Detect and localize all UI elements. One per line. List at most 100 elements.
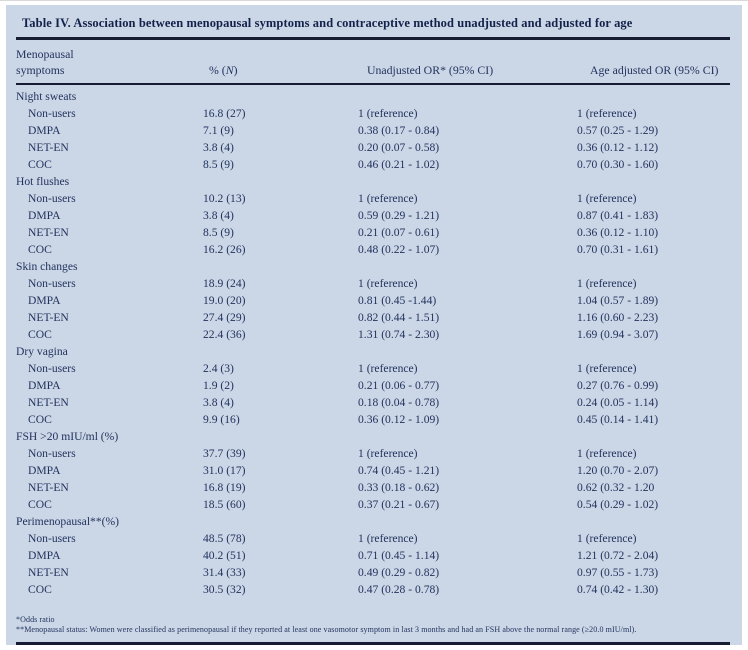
cell-age-adjusted-or: 1 (reference) bbox=[577, 107, 637, 120]
cell-pct-n: 8.5 (9) bbox=[203, 226, 234, 239]
cell-age-adjusted-or: 1.04 (0.57 - 1.89) bbox=[577, 294, 659, 307]
cell-age-adjusted-or: 1 (reference) bbox=[577, 277, 637, 290]
cell-unadjusted-or: 0.71 (0.45 - 1.14) bbox=[358, 549, 440, 562]
section-header-row: Hot flushes bbox=[16, 173, 730, 190]
cell-unadjusted-or: 0.46 (0.21 - 1.02) bbox=[358, 158, 440, 171]
cell-unadjusted-or: 1 (reference) bbox=[358, 447, 418, 460]
col-header-unadjusted-or: Unadjusted OR* (95% CI) bbox=[358, 40, 577, 85]
cell-method: Non-users bbox=[28, 532, 76, 545]
cell-unadjusted-or: 1 (reference) bbox=[358, 362, 418, 375]
cell-age-adjusted-or: 0.87 (0.41 - 1.83) bbox=[577, 209, 659, 222]
table-row: NET-EN 31.4 (33) 0.49 (0.29 - 0.82) 0.97 (0… bbox=[16, 564, 730, 581]
section-name: Perimenopausal**(%) bbox=[16, 515, 120, 528]
cell-pct-n: 16.8 (19) bbox=[203, 481, 246, 494]
cell-pct-n: 3.8 (4) bbox=[203, 209, 234, 222]
table-row: DMPA 19.0 (20) 0.81 (0.45 -1.44) 1.04 (0.57… bbox=[16, 292, 730, 309]
section-name: Hot flushes bbox=[16, 175, 70, 188]
cell-age-adjusted-or: 0.70 (0.31 - 1.61) bbox=[577, 243, 659, 256]
col-header-age-adjusted-or: Age adjusted OR (95% CI) bbox=[577, 40, 730, 85]
col-header-pct-n: % (N) bbox=[203, 40, 358, 85]
table-row: COC 9.9 (16) 0.36 (0.12 - 1.09) 0.45 (0.14 … bbox=[16, 411, 730, 428]
cell-pct-n: 8.5 (9) bbox=[203, 158, 234, 171]
cell-unadjusted-or: 0.59 (0.29 - 1.21) bbox=[358, 209, 440, 222]
cell-method: COC bbox=[28, 328, 52, 341]
table-row: NET-EN 3.8 (4) 0.20 (0.07 - 0.58) 0.36 (0.1… bbox=[16, 139, 730, 156]
cell-age-adjusted-or: 1.16 (0.60 - 2.23) bbox=[577, 311, 659, 324]
section-name: Night sweats bbox=[16, 90, 77, 103]
table-row: DMPA 1.9 (2) 0.21 (0.06 - 0.77) 0.27 (0.76 … bbox=[16, 377, 730, 394]
table-row: COC 30.5 (32) 0.47 (0.28 - 0.78) 0.74 (0.42… bbox=[16, 581, 730, 598]
cell-age-adjusted-or: 0.97 (0.55 - 1.73) bbox=[577, 566, 659, 579]
col-header-menopausal-symptoms: Menopausal symptoms bbox=[16, 40, 203, 85]
pct-n-italic: N bbox=[225, 63, 234, 77]
cell-pct-n: 2.4 (3) bbox=[203, 362, 234, 375]
cell-pct-n: 31.4 (33) bbox=[203, 566, 246, 579]
footnote-odds-ratio: *Odds ratio bbox=[16, 615, 55, 624]
table-row: Non-users 16.8 (27) 1 (reference) 1 (refere… bbox=[16, 105, 730, 122]
cell-unadjusted-or: 0.82 (0.44 - 1.51) bbox=[358, 311, 440, 324]
cell-unadjusted-or: 1 (reference) bbox=[358, 532, 418, 545]
table-row: Non-users 37.7 (39) 1 (reference) 1 (refere… bbox=[16, 445, 730, 462]
cell-age-adjusted-or: 0.27 (0.76 - 0.99) bbox=[577, 379, 659, 392]
table-body: Night sweats Non-users 16.8 (27) 1 (referen… bbox=[16, 84, 730, 598]
table-row: Non-users 18.9 (24) 1 (reference) 1 (refere… bbox=[16, 275, 730, 292]
cell-age-adjusted-or: 0.57 (0.25 - 1.29) bbox=[577, 124, 659, 137]
cell-pct-n: 27.4 (29) bbox=[203, 311, 246, 324]
cell-method: DMPA bbox=[28, 549, 61, 562]
section-name: Skin changes bbox=[16, 260, 78, 273]
cell-unadjusted-or: 0.33 (0.18 - 0.62) bbox=[358, 481, 440, 494]
cell-age-adjusted-or: 0.45 (0.14 - 1.41) bbox=[577, 413, 659, 426]
cell-age-adjusted-or: 1.20 (0.70 - 2.07) bbox=[577, 464, 659, 477]
cell-pct-n: 16.8 (27) bbox=[203, 107, 246, 120]
cell-unadjusted-or: 0.21 (0.07 - 0.61) bbox=[358, 226, 440, 239]
cell-age-adjusted-or: 0.36 (0.12 - 1.10) bbox=[577, 226, 659, 239]
table-row: COC 22.4 (36) 1.31 (0.74 - 2.30) 1.69 (0.94… bbox=[16, 326, 730, 343]
cell-method: Non-users bbox=[28, 192, 76, 205]
table-row: COC 18.5 (60) 0.37 (0.21 - 0.67) 0.54 (0.29… bbox=[16, 496, 730, 513]
cell-method: DMPA bbox=[28, 294, 61, 307]
cell-method: Non-users bbox=[28, 447, 76, 460]
section-header-row: Night sweats bbox=[16, 84, 730, 105]
cell-pct-n: 3.8 (4) bbox=[203, 396, 234, 409]
section-name: FSH >20 mIU/ml (%) bbox=[16, 430, 119, 443]
cell-age-adjusted-or: 0.62 (0.32 - 1.20 bbox=[577, 481, 655, 494]
cell-method: Non-users bbox=[28, 277, 76, 290]
cell-unadjusted-or: 0.49 (0.29 - 0.82) bbox=[358, 566, 440, 579]
table-row: COC 16.2 (26) 0.48 (0.22 - 1.07) 0.70 (0.31… bbox=[16, 241, 730, 258]
cell-pct-n: 48.5 (78) bbox=[203, 532, 246, 545]
cell-method: NET-EN bbox=[28, 566, 69, 579]
table-row: DMPA 40.2 (51) 0.71 (0.45 - 1.14) 1.21 (0.7… bbox=[16, 547, 730, 564]
cell-unadjusted-or: 1 (reference) bbox=[358, 192, 418, 205]
table-row: Non-users 2.4 (3) 1 (reference) 1 (referenc… bbox=[16, 360, 730, 377]
cell-pct-n: 9.9 (16) bbox=[203, 413, 240, 426]
cell-pct-n: 1.9 (2) bbox=[203, 379, 234, 392]
cell-unadjusted-or: 0.37 (0.21 - 0.67) bbox=[358, 498, 440, 511]
section-header-row: Skin changes bbox=[16, 258, 730, 275]
table-row: DMPA 7.1 (9) 0.38 (0.17 - 0.84) 0.57 (0.25 … bbox=[16, 122, 730, 139]
cell-method: DMPA bbox=[28, 464, 61, 477]
cell-pct-n: 31.0 (17) bbox=[203, 464, 246, 477]
pct-n-suffix: ) bbox=[233, 63, 238, 77]
cell-age-adjusted-or: 0.36 (0.12 - 1.12) bbox=[577, 141, 659, 154]
cell-method: COC bbox=[28, 243, 52, 256]
cell-method: NET-EN bbox=[28, 226, 69, 239]
cell-pct-n: 22.4 (36) bbox=[203, 328, 246, 341]
section-name: Dry vagina bbox=[16, 345, 68, 358]
cell-pct-n: 18.5 (60) bbox=[203, 498, 246, 511]
cell-method: NET-EN bbox=[28, 311, 69, 324]
cell-method: Non-users bbox=[28, 362, 76, 375]
cell-age-adjusted-or: 1 (reference) bbox=[577, 532, 637, 545]
cell-age-adjusted-or: 0.54 (0.29 - 1.02) bbox=[577, 498, 659, 511]
cell-unadjusted-or: 0.38 (0.17 - 0.84) bbox=[358, 124, 440, 137]
cell-pct-n: 40.2 (51) bbox=[203, 549, 246, 562]
table-row: DMPA 3.8 (4) 0.59 (0.29 - 1.21) 0.87 (0.41 … bbox=[16, 207, 730, 224]
table-row: NET-EN 16.8 (19) 0.33 (0.18 - 0.62) 0.62 (0… bbox=[16, 479, 730, 496]
cell-method: Non-users bbox=[28, 107, 76, 120]
cell-age-adjusted-or: 0.24 (0.05 - 1.14) bbox=[577, 396, 659, 409]
cell-method: NET-EN bbox=[28, 396, 69, 409]
cell-age-adjusted-or: 0.74 (0.42 - 1.30) bbox=[577, 583, 659, 596]
cell-method: DMPA bbox=[28, 209, 61, 222]
cell-unadjusted-or: 0.74 (0.45 - 1.21) bbox=[358, 464, 440, 477]
cell-pct-n: 3.8 (4) bbox=[203, 141, 234, 154]
